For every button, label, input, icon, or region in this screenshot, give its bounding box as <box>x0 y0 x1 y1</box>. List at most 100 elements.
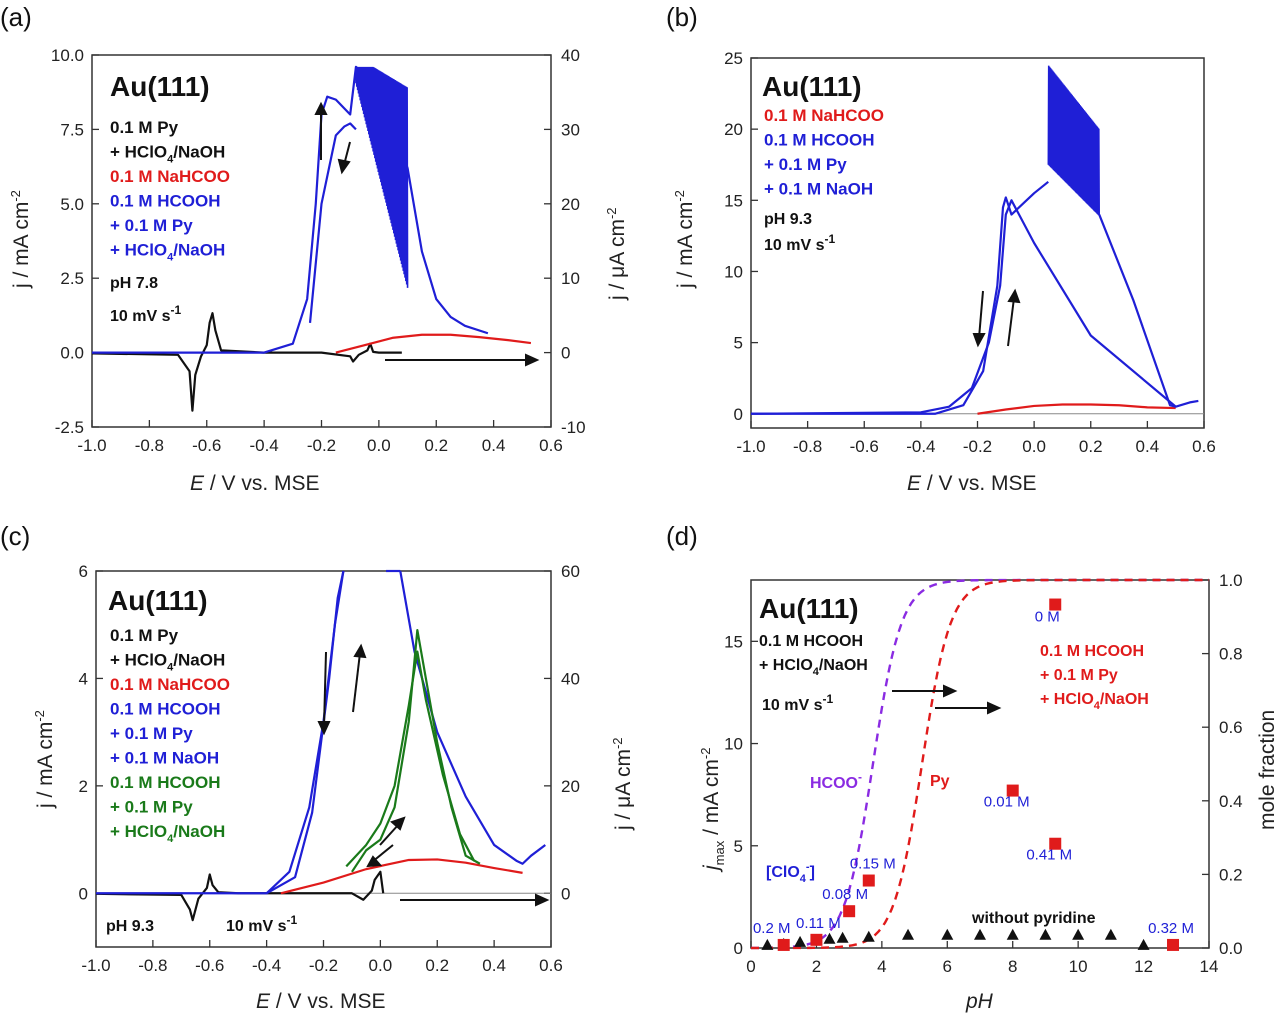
y2-tick-label: -10 <box>561 418 586 437</box>
point-without-pyridine <box>836 931 849 943</box>
series-hcooh-forward <box>751 180 1049 415</box>
arrows-a <box>314 101 540 367</box>
scan-rate-c: 10 mV s-1 <box>226 913 297 935</box>
point-without-pyridine <box>1006 928 1019 940</box>
arrow-down-icon <box>972 333 986 348</box>
x-axis-title-d: pH <box>965 990 994 1013</box>
y-tick-label: 10 <box>724 735 743 754</box>
x-tick-label: 0.2 <box>425 956 449 975</box>
y2-ticks-d: 0.0 0.2 0.4 0.6 0.8 1.0 <box>1202 571 1243 958</box>
x-tick-label: -0.8 <box>135 436 164 455</box>
series-hcooh-oscillation <box>1047 65 1100 216</box>
series-hcooh-py-oscillation <box>355 66 409 288</box>
x-tick-label: 0.2 <box>1079 437 1103 456</box>
y-tick-label: 6 <box>79 562 88 581</box>
y2-tick-label: 40 <box>561 46 580 65</box>
legend-entry: + HClO4/NaOH <box>110 143 225 166</box>
series-hcooh-py-clo4-return <box>345 650 476 868</box>
x-tick-label: -0.4 <box>252 956 281 975</box>
y2-axis-title-a: j / μA cm-2 <box>604 207 629 301</box>
panel-label-d: (d) <box>666 521 698 551</box>
legend-text-after: /NaOH <box>173 143 225 162</box>
y-tick-label: 10 <box>724 262 743 281</box>
y-tick-label: 20 <box>724 120 743 139</box>
legend-text: 0.1 M Py <box>110 118 179 137</box>
series-nahcoo <box>335 333 532 354</box>
y-axis-title-c: j / mA cm-2 <box>32 710 57 809</box>
title-c: Au(111) <box>108 585 208 616</box>
y2-tick-label: 0 <box>561 884 570 903</box>
legend-text: + 0.1 M NaOH <box>764 180 873 199</box>
y-tick-label: 25 <box>724 49 743 68</box>
title-a: Au(111) <box>110 71 210 102</box>
point-without-pyridine <box>1137 938 1150 950</box>
arrow-upright-icon <box>390 816 406 831</box>
label-clo4: [ClO4-] <box>766 861 815 885</box>
y-tick-label: 7.5 <box>60 120 84 139</box>
legend-entry: 0.1 M HCOOH <box>110 773 221 792</box>
x-axis-title-c: E / V vs. MSE <box>256 990 386 1013</box>
legend-text: + 0.1 M Py <box>110 216 193 235</box>
ph-note-b: pH 9.3 <box>764 211 812 228</box>
curve-py-fraction <box>750 578 1209 950</box>
y-ticks-d: 0 5 10 15 <box>724 632 758 958</box>
legend-text-after: /NaOH <box>173 651 225 670</box>
x-tick-label: 0.0 <box>369 956 393 975</box>
panel-label-b: (b) <box>666 2 698 32</box>
arrow-right-icon <box>525 353 540 367</box>
y-ticks-c: 0 2 4 6 <box>79 562 103 903</box>
x-tick-label: 4 <box>877 957 886 976</box>
x-tick-label: -1.0 <box>736 437 765 456</box>
series-py-background <box>95 870 385 922</box>
legend-text: + 0.1 M Py <box>110 798 193 817</box>
point-without-pyridine <box>1039 928 1052 940</box>
legend-entry: 0.1 M HCOOH <box>110 700 221 719</box>
series-hcooh-return <box>750 199 1177 415</box>
legend-b: 0.1 M NaHCOO 0.1 M HCOOH + 0.1 M Py + 0.1 M… <box>764 106 884 199</box>
scan-rate-a: 10 mV s-1 <box>110 303 181 325</box>
legend-d-black-line1: 0.1 M HCOOH <box>759 633 863 650</box>
y-tick-label: 0.0 <box>60 344 84 363</box>
legend-d-black-line2: + HClO4/NaOH <box>759 657 868 678</box>
legend-entry: + HClO4/NaOH <box>110 822 225 845</box>
series-d: 0.2 M 0.11 M 0.08 M 0.15 M 0.01 M 0.41 M 0 M 0.… <box>750 578 1209 951</box>
y-tick-label: 10.0 <box>51 46 84 65</box>
x-tick-label: 0.0 <box>367 436 391 455</box>
x-tick-label: 0.4 <box>482 436 506 455</box>
legend-text: 0.1 M NaHCOO <box>764 106 884 125</box>
legend-text: 0.1 M NaHCOO <box>110 675 230 694</box>
x-tick-label: -0.6 <box>192 436 221 455</box>
arrow-right-icon <box>535 893 550 907</box>
legend-d-red-line2: + 0.1 M Py <box>1040 667 1118 684</box>
legend-text: + HClO <box>110 651 167 670</box>
x-tick-label: 0.6 <box>539 956 563 975</box>
x-tick-label: 0 <box>746 957 755 976</box>
legend-sub: 4 <box>167 833 174 845</box>
ph-note-c: pH 9.3 <box>106 918 154 935</box>
panel-label-c: (c) <box>0 521 30 551</box>
point-with-pyridine <box>1006 784 1019 797</box>
panel-label-a: (a) <box>0 2 32 32</box>
legend-entry: + 0.1 M NaOH <box>110 749 219 768</box>
y2-tick-label: 20 <box>561 777 580 796</box>
legend-text: 0.1 M HCOOH <box>110 773 221 792</box>
point-with-pyridine <box>1167 938 1180 951</box>
x-tick-label: -0.8 <box>793 437 822 456</box>
y2-axis-title-d: mole fraction <box>1256 710 1279 830</box>
legend-text: 0.1 M HCOOH <box>110 700 221 719</box>
label-hcoo: HCOO- <box>810 770 862 792</box>
x-tick-label: -0.4 <box>906 437 935 456</box>
legend-text: + 0.1 M Py <box>110 724 193 743</box>
y-tick-label: 0 <box>79 884 88 903</box>
x-tick-label: 0.0 <box>1022 437 1046 456</box>
legend-entry: + 0.1 M Py <box>110 724 193 743</box>
arrow-right-icon <box>987 701 1002 715</box>
legend-sub: 4 <box>167 252 174 264</box>
legend-entry: 0.1 M NaHCOO <box>110 675 230 694</box>
arrows-c <box>317 643 550 907</box>
arrow-up-icon <box>353 643 367 659</box>
point-with-pyridine <box>1049 837 1062 850</box>
legend-text: 0.1 M Py <box>110 626 179 645</box>
y-tick-label: 2.5 <box>60 269 84 288</box>
